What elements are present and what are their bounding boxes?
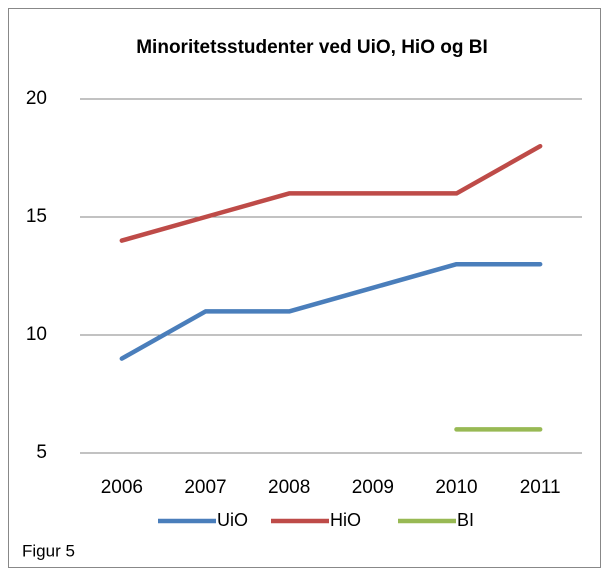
x-tick-label: 2010 (435, 477, 477, 498)
y-tick-label: 15 (26, 206, 47, 227)
series-line (119, 261, 543, 361)
x-tick-label: 2009 (352, 477, 394, 498)
x-tick-label: 2011 (520, 477, 561, 498)
chart-title: Minoritetsstudenter ved UiO, HiO og BI (136, 37, 488, 58)
y-tick-label: 20 (26, 88, 47, 109)
legend-label: BI (457, 510, 474, 530)
chart-border (8, 8, 601, 568)
legend-label: UiO (217, 510, 248, 530)
annotation: Figur 5 (22, 541, 75, 560)
x-tick-label: 2007 (184, 477, 226, 498)
series-line (119, 143, 543, 243)
y-tick-label: 5 (36, 442, 47, 463)
legend-label: HiO (330, 510, 361, 530)
y-tick-label: 10 (26, 324, 47, 345)
x-tick-label: 2006 (101, 477, 143, 498)
x-tick-label: 2008 (268, 477, 310, 498)
